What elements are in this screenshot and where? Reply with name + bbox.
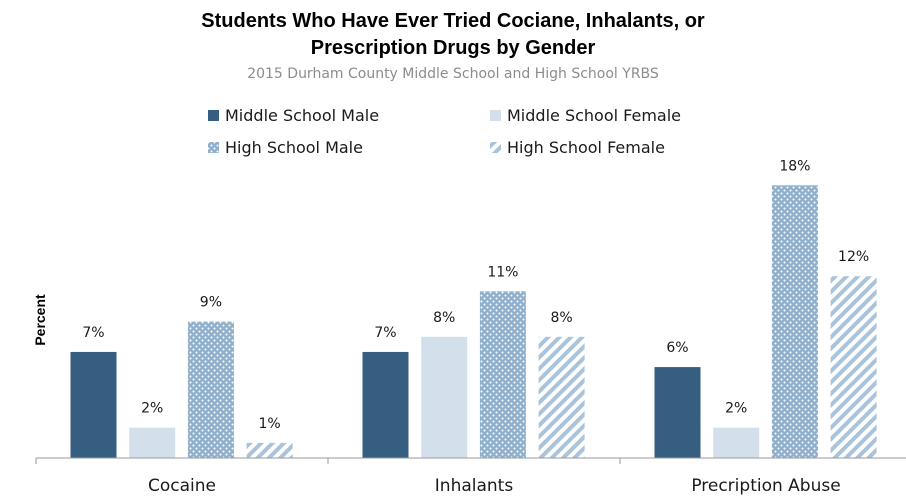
legend-label-4: High School Female: [507, 138, 665, 157]
bars-group: 7% 2% 9% 1% 7% 8% 11% 8% 6% 2% 18% 12%: [70, 158, 877, 459]
x-axis: Cocaine Inhalants Precription Abuse: [35, 457, 906, 496]
chart-legend: Middle School Male Middle School Female Hi…: [208, 106, 681, 157]
bar-2-4: [538, 336, 585, 458]
x-tick-label-2: Inhalants: [435, 476, 514, 496]
legend-swatch-3: [208, 142, 219, 153]
data-label-3-2: 2%: [725, 401, 747, 417]
bar-3-3: [771, 185, 818, 459]
bar-2-3: [479, 291, 526, 458]
data-label-2-3: 11%: [487, 264, 518, 280]
chart-title: Students Who Have Ever Tried Cociane, In…: [0, 8, 906, 62]
bar-2-1: [362, 351, 409, 458]
chart-title-line-2: Prescription Drugs by Gender: [310, 37, 596, 59]
legend-label-1: Middle School Male: [225, 106, 379, 125]
y-axis-label: Percent: [32, 294, 48, 346]
data-label-3-3: 18%: [779, 158, 810, 174]
data-label-2-2: 8%: [433, 310, 455, 326]
bar-1-4: [246, 442, 293, 458]
bar-1-3: [187, 321, 234, 458]
legend-swatch-1: [208, 110, 219, 121]
data-label-1-3: 9%: [200, 295, 222, 311]
x-tick-label-1: Cocaine: [148, 476, 216, 496]
data-label-3-4: 12%: [838, 249, 869, 265]
data-label-2-1: 7%: [374, 325, 396, 341]
data-label-1-2: 2%: [141, 401, 163, 417]
data-label-1-4: 1%: [258, 416, 280, 432]
bar-3-2: [713, 427, 760, 458]
bar-1-1: [70, 351, 117, 458]
data-label-3-1: 6%: [666, 340, 688, 356]
legend-label-3: High School Male: [225, 138, 363, 157]
legend-swatch-4: [490, 142, 501, 153]
x-tick-label-3: Precription Abuse: [691, 476, 840, 496]
legend-label-2: Middle School Female: [507, 106, 681, 125]
chart-title-line-1: Students Who Have Ever Tried Cociane, In…: [201, 10, 705, 32]
legend-swatch-2: [490, 110, 501, 121]
chart-subtitle: 2015 Durham County Middle School and Hig…: [247, 66, 659, 82]
bar-3-4: [830, 276, 877, 458]
bar-2-2: [421, 336, 468, 458]
bar-3-1: [654, 367, 701, 458]
data-label-1-1: 7%: [82, 325, 104, 341]
data-label-2-4: 8%: [550, 310, 572, 326]
bar-1-2: [129, 427, 176, 458]
